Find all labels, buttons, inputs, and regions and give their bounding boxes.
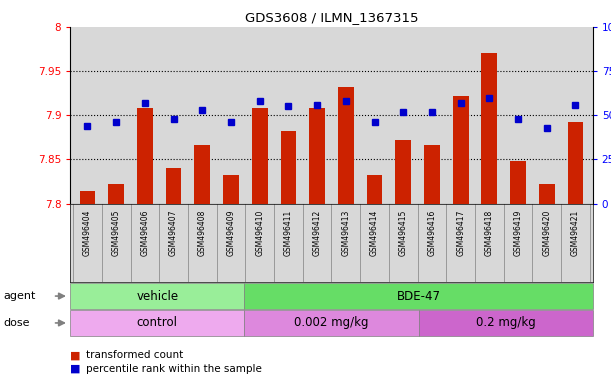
Text: GSM496408: GSM496408: [198, 210, 207, 256]
Bar: [194, 145, 210, 204]
Text: GSM496407: GSM496407: [169, 210, 178, 256]
Text: GDS3608 / ILMN_1367315: GDS3608 / ILMN_1367315: [245, 12, 418, 25]
Bar: [568, 122, 584, 204]
Bar: [166, 168, 181, 204]
Bar: [252, 108, 268, 204]
Text: GSM496416: GSM496416: [428, 210, 436, 256]
Bar: [510, 161, 526, 204]
Bar: [419, 310, 593, 336]
Bar: [395, 140, 411, 204]
Text: ■: ■: [70, 350, 84, 360]
Text: 0.002 mg/kg: 0.002 mg/kg: [295, 316, 368, 329]
Bar: [79, 191, 95, 204]
Text: GSM496412: GSM496412: [313, 210, 321, 256]
Text: GSM496414: GSM496414: [370, 210, 379, 256]
Text: GSM496411: GSM496411: [284, 210, 293, 256]
Text: GSM496418: GSM496418: [485, 210, 494, 256]
Text: GSM496413: GSM496413: [342, 210, 350, 256]
Text: dose: dose: [3, 318, 29, 328]
Bar: [453, 96, 469, 204]
Text: percentile rank within the sample: percentile rank within the sample: [86, 364, 262, 374]
Bar: [137, 108, 153, 204]
Text: GSM496404: GSM496404: [83, 210, 92, 256]
Text: GSM496406: GSM496406: [141, 210, 150, 256]
Text: GSM496417: GSM496417: [456, 210, 465, 256]
Text: transformed count: transformed count: [86, 350, 183, 360]
Text: vehicle: vehicle: [136, 290, 178, 303]
Bar: [70, 310, 244, 336]
Bar: [309, 108, 325, 204]
Text: GSM496410: GSM496410: [255, 210, 264, 256]
Bar: [108, 184, 124, 204]
Bar: [280, 131, 296, 204]
Text: 0.2 mg/kg: 0.2 mg/kg: [476, 316, 535, 329]
Bar: [223, 175, 239, 204]
Bar: [481, 53, 497, 204]
Bar: [244, 310, 419, 336]
Text: BDE-47: BDE-47: [397, 290, 441, 303]
Bar: [70, 283, 244, 309]
Text: control: control: [137, 316, 178, 329]
Text: agent: agent: [3, 291, 35, 301]
Text: GSM496419: GSM496419: [513, 210, 522, 256]
Text: GSM496420: GSM496420: [542, 210, 551, 256]
Bar: [244, 283, 593, 309]
Bar: [539, 184, 555, 204]
Text: GSM496405: GSM496405: [112, 210, 121, 256]
Text: GSM496421: GSM496421: [571, 210, 580, 256]
Bar: [424, 145, 440, 204]
Bar: [367, 175, 382, 204]
Text: ■: ■: [70, 364, 84, 374]
Bar: [338, 87, 354, 204]
Text: GSM496409: GSM496409: [227, 210, 235, 256]
Text: GSM496415: GSM496415: [399, 210, 408, 256]
